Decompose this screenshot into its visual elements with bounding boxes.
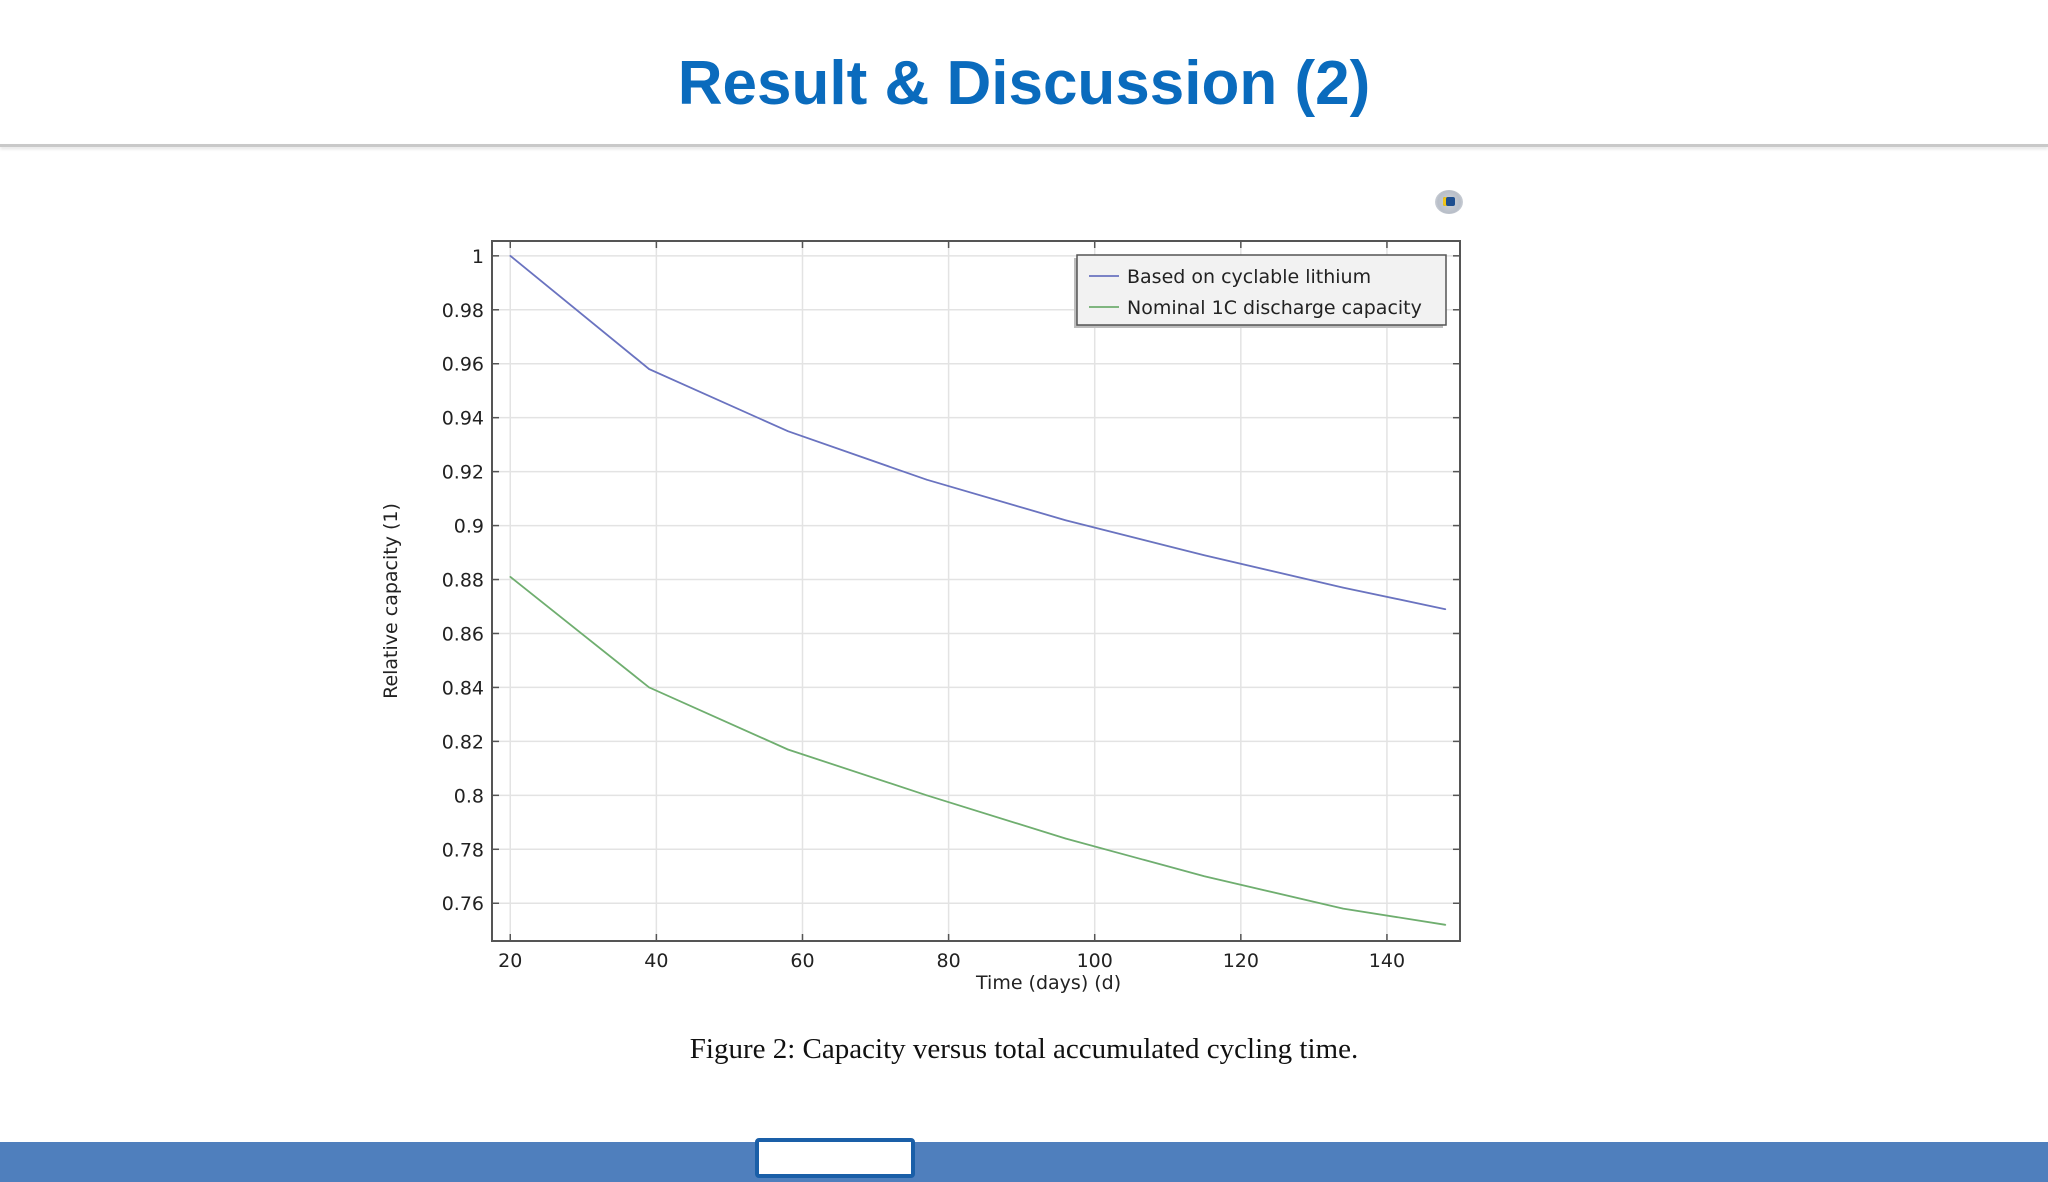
series-2-point [787,748,789,751]
slide-title: Result & Discussion (2) [677,49,1371,118]
series-1-point [1203,554,1206,557]
x-tick-label: 80 [937,950,961,972]
figure-caption: Figure 2: Capacity versus total accumula… [689,1033,1359,1065]
plot-frame [491,240,1461,942]
axis-ticks: 20 40 60 80 100 120 140 1 0.98 0.96 0.94 0.92 0.9 0.8… [442,241,1460,972]
y-axis-label: Relative capacity (1) [380,503,402,699]
series-2-point [648,686,650,689]
y-tick-label: 0.86 [442,623,484,645]
app-logo-icon[interactable] [1435,190,1463,214]
x-tick-label: 100 [1077,950,1113,972]
x-tick-label: 20 [498,950,522,972]
series-2-point [1203,875,1206,878]
y-tick-label: 0.88 [442,570,484,592]
y-tick-label: 1 [472,246,484,268]
series-2-point [1064,837,1067,840]
series-2-point [925,794,928,797]
series-2-point [509,576,512,578]
y-tick-label: 0.98 [442,300,484,322]
y-tick-label: 0.8 [454,785,484,807]
y-tick-label: 0.82 [442,731,484,753]
series-lines [509,255,1447,926]
title-divider [0,144,2048,147]
legend-label-1: Based on cyclable lithium [1127,266,1371,288]
grid-lines [492,241,1460,941]
y-tick-label: 0.94 [442,408,484,430]
series-1-point [1444,608,1447,611]
legend-label-2: Nominal 1C discharge capacity [1127,297,1422,319]
series-1-point [787,430,789,432]
series-1-point [1064,519,1067,521]
series-2-point [1342,907,1344,910]
series-line-1 [509,255,1446,611]
legend-box [1076,254,1447,326]
legend: Based on cyclable lithium Nominal 1C disc… [1074,254,1447,328]
series-1-point [509,255,512,257]
series-line-2 [509,576,1446,926]
y-tick-label: 0.78 [442,839,484,861]
x-tick-label: 40 [644,950,668,972]
legend-items: Based on cyclable lithium Nominal 1C disc… [1089,266,1422,319]
y-tick-label: 0.76 [442,893,484,915]
x-tick-label: 140 [1369,950,1405,972]
y-tick-label: 0.9 [454,516,484,538]
x-tick-label: 120 [1223,950,1259,972]
y-tick-label: 0.84 [442,677,484,699]
footer-tab[interactable] [755,1138,915,1178]
series-2-point [1444,924,1447,926]
capacity-chart: 20 40 60 80 100 120 140 1 0.98 0.96 0.94 0.92 0.9 0.8… [380,240,1461,994]
series-1-point [1342,586,1344,589]
series-1-point [648,368,650,370]
y-tick-label: 0.92 [442,462,484,484]
x-tick-label: 60 [790,950,814,972]
footer-bar [0,1142,2048,1182]
y-tick-label: 0.96 [442,354,484,376]
x-axis-label: Time (days) (d) [975,972,1121,994]
series-1-point [925,478,928,481]
